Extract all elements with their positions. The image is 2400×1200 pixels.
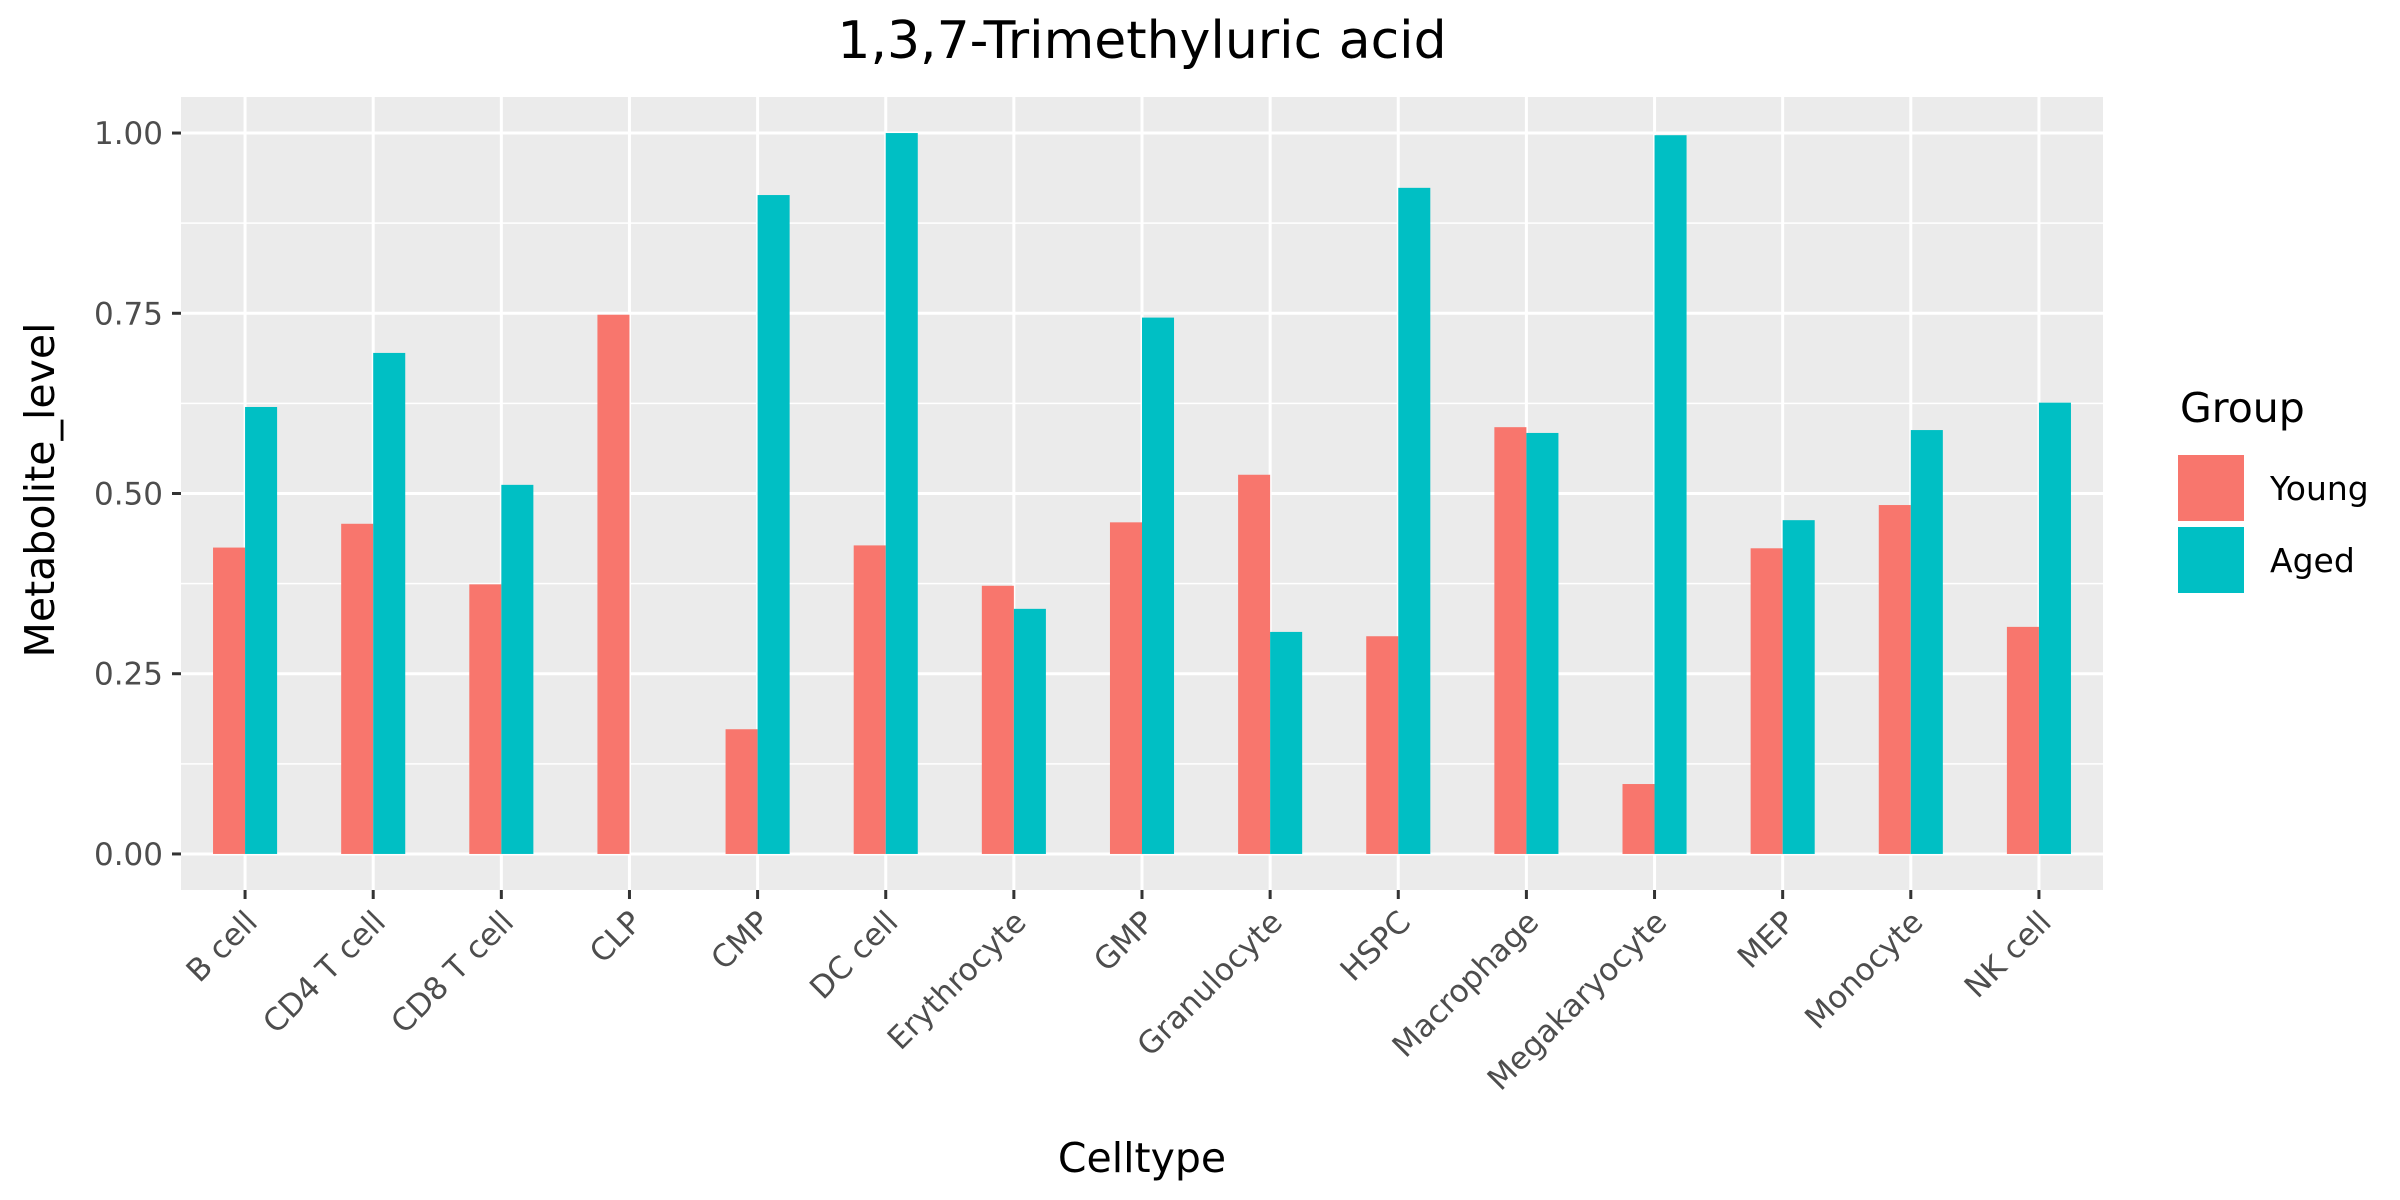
y-tick-label: 0.75 — [94, 296, 163, 332]
x-tick-label: B cell — [180, 904, 265, 989]
bar-aged-granulocyte — [1270, 631, 1303, 854]
bar-aged-cd8-t-cell — [501, 484, 534, 854]
bar-aged-mep — [1782, 520, 1815, 854]
legend: Group Young Aged — [2178, 384, 2369, 593]
y-axis: 0.00 0.25 0.50 0.75 1.00 — [94, 116, 181, 873]
bar-aged-megakaryocyte — [1654, 135, 1687, 854]
y-tick-label: 0.25 — [94, 657, 163, 693]
x-tick-label: CD8 T cell — [384, 904, 521, 1041]
x-tick-label: Monocyte — [1798, 904, 1930, 1036]
bar-aged-hspc — [1398, 187, 1431, 854]
bar-young-gmp — [1109, 522, 1142, 854]
bars — [213, 133, 2071, 854]
bar-aged-cd4-t-cell — [373, 352, 406, 854]
bar-aged-gmp — [1142, 317, 1175, 854]
x-tick-label: CLP — [583, 904, 649, 970]
bar-aged-nk-cell — [2038, 402, 2071, 854]
bar-aged-b-cell — [245, 406, 278, 854]
bar-young-clp — [597, 314, 630, 854]
x-tick-label: DC cell — [803, 904, 905, 1006]
legend-label-young: Young — [2269, 469, 2369, 508]
legend-label-aged: Aged — [2270, 541, 2355, 580]
bar-young-cd8-t-cell — [469, 584, 502, 854]
x-axis-title: Celltype — [1058, 1134, 1226, 1182]
y-tick-label: 1.00 — [94, 116, 163, 152]
bar-young-cd4-t-cell — [341, 523, 374, 854]
y-tick-label: 0.00 — [94, 837, 163, 873]
bar-young-b-cell — [213, 547, 246, 854]
legend-key-young — [2178, 455, 2244, 521]
bar-young-nk-cell — [2006, 626, 2039, 854]
bar-aged-monocyte — [1910, 430, 1943, 854]
legend-key-aged — [2178, 527, 2244, 593]
bar-young-macrophage — [1494, 427, 1527, 854]
x-tick-label: MEP — [1731, 904, 1802, 975]
bar-young-megakaryocyte — [1622, 784, 1655, 854]
x-tick-label: CMP — [704, 904, 777, 977]
x-tick-label: HSPC — [1334, 904, 1418, 988]
x-tick-label: GMP — [1087, 904, 1162, 979]
legend-title: Group — [2180, 384, 2305, 432]
bar-young-granulocyte — [1238, 474, 1271, 854]
y-tick-label: 0.50 — [94, 477, 163, 513]
x-tick-label: Erythrocyte — [881, 904, 1034, 1057]
bar-young-erythrocyte — [981, 585, 1014, 854]
x-tick-label: NK cell — [1958, 904, 2059, 1005]
bar-young-mep — [1750, 548, 1783, 854]
chart-title: 1,3,7-Trimethyluric acid — [837, 11, 1446, 71]
bar-young-hspc — [1366, 636, 1399, 854]
bar-young-dc-cell — [853, 545, 886, 854]
bar-aged-dc-cell — [885, 133, 918, 854]
bar-aged-macrophage — [1526, 432, 1559, 854]
bar-aged-erythrocyte — [1013, 608, 1046, 854]
bar-young-monocyte — [1878, 505, 1911, 854]
y-axis-title: Metabolite_level — [16, 323, 64, 658]
bar-aged-cmp — [757, 195, 790, 854]
x-tick-label: CD4 T cell — [256, 904, 393, 1041]
bar-young-cmp — [725, 729, 758, 854]
